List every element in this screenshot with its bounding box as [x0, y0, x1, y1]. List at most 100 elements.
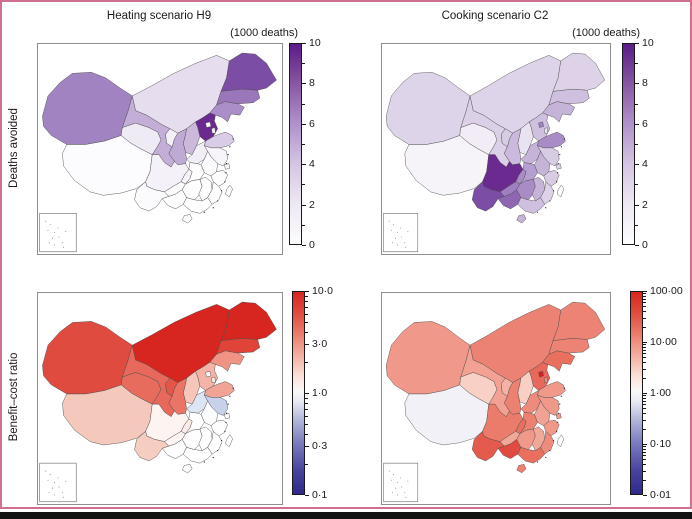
province-heilongjiang	[552, 52, 606, 92]
colorbar-major-tick	[635, 83, 639, 85]
province-hainan	[516, 214, 527, 224]
colorbar-minor-tick	[305, 295, 308, 297]
colorbar-gradient-deaths-cooking	[622, 43, 635, 245]
coast-islands-dot	[536, 461, 539, 463]
coast-islands-dot	[536, 211, 539, 213]
colorbar-major-tick	[643, 444, 647, 445]
coast-islands-dot	[545, 456, 547, 459]
colorbar-minor-tick	[643, 353, 646, 355]
province-fujian	[540, 181, 555, 205]
province-yunnan	[134, 181, 170, 212]
province-ningxia	[165, 377, 178, 397]
colorbar-major-tick	[635, 43, 639, 44]
colorbar-major-tick	[302, 164, 306, 166]
colorbar-minor-tick	[643, 344, 646, 346]
colorbar-minor-tick	[305, 321, 308, 323]
colorbar-major-tick	[302, 83, 306, 85]
coast-islands-dot	[556, 181, 558, 183]
coast-islands-dot	[549, 200, 551, 202]
colorbar-minor-tick	[643, 302, 646, 304]
coast-islands-dot	[552, 190, 555, 192]
colorbar-minor-tick	[305, 313, 308, 315]
province-heilongjiang	[552, 301, 606, 341]
colorbar-major-tick	[302, 43, 306, 44]
colorbar-major-tick	[635, 204, 639, 206]
province-ningxia	[165, 128, 178, 147]
coast-islands-dot	[229, 395, 231, 397]
colorbar-major-tick	[305, 291, 309, 292]
province-ningxia	[500, 128, 513, 147]
colorbar-gradient-bcr-heating	[292, 291, 305, 495]
colorbar-minor-tick	[643, 346, 646, 348]
province-yunnan	[471, 431, 505, 462]
colorbar-tick-label: 8	[309, 77, 315, 90]
colorbar-minor-tick	[643, 362, 646, 364]
china-map-svg-heating-benefit-cost-ratio	[39, 301, 277, 503]
row-label-benefit-cost-ratio: Benefit–cost ratio	[8, 352, 20, 442]
province-taiwan	[225, 184, 233, 198]
colorbar-minor-tick	[305, 433, 308, 435]
colorbar-tick-label: 0·3	[312, 440, 328, 453]
map-panel-cooking-bcr	[381, 292, 611, 505]
colorbar-major-tick	[302, 204, 306, 206]
province-guangdong	[517, 197, 545, 214]
colorbar-deaths-heating: 10 8 6 4 2 0	[289, 37, 349, 251]
colorbar-minor-tick	[643, 470, 646, 472]
coast-islands-dot	[225, 163, 228, 165]
colorbar-minor-tick	[643, 326, 646, 328]
province-taiwan	[556, 184, 565, 198]
colorbar-major-tick	[643, 342, 647, 343]
coast-islands-dot	[232, 138, 234, 140]
colorbar-tick-label: 10	[309, 37, 321, 49]
colorbar-minor-tick	[305, 397, 308, 399]
province-beijing	[205, 121, 212, 128]
colorbar-major-tick	[302, 123, 306, 125]
south-china-sea-inset	[383, 213, 419, 253]
coast-islands-dot	[225, 172, 227, 174]
colorbar-minor-tick	[643, 446, 646, 448]
colorbar-minor-tick	[635, 224, 638, 226]
bottom-black-bar	[0, 512, 692, 519]
colorbar-tick-label: 0·01	[650, 489, 672, 501]
coast-islands-dot	[229, 146, 231, 148]
colorbar-minor-tick	[643, 464, 646, 466]
south-china-sea-inset	[39, 213, 77, 253]
colorbar-major-tick	[305, 344, 309, 346]
province-shanghai	[555, 413, 562, 420]
colorbar-tick-label: 6	[642, 117, 648, 130]
colorbar-minor-tick	[305, 300, 308, 302]
coast-islands-dot	[220, 439, 223, 442]
map-panel-heating-deaths	[37, 43, 283, 255]
province-beijing	[538, 121, 544, 128]
coast-islands-dot	[563, 138, 565, 140]
coast-islands-dot	[559, 154, 561, 156]
province-ningxia	[500, 377, 513, 397]
colorbar-minor-tick	[643, 317, 646, 319]
province-taiwan	[225, 434, 233, 447]
china-map-svg-cooking-benefit-cost-ratio	[383, 301, 606, 503]
coast-islands-dot	[220, 190, 223, 192]
colorbar-tick-label: 1·0	[312, 387, 328, 399]
coast-islands-dot	[224, 181, 226, 183]
colorbar-minor-tick	[643, 408, 646, 410]
colorbar-deaths-cooking: 10 8 6 4 2 0	[622, 37, 682, 251]
colorbar-tick-label: 0·10	[650, 438, 672, 450]
colorbar-minor-tick	[643, 349, 646, 351]
coast-islands-dot	[560, 146, 562, 148]
colorbar-minor-tick	[643, 479, 646, 481]
coast-islands-dot	[560, 395, 562, 397]
colorbar-tick-label: 8	[642, 77, 648, 90]
province-hainan	[181, 214, 193, 224]
colorbar-minor-tick	[302, 63, 305, 65]
coast-islands-dot	[203, 211, 205, 213]
row-label-deaths-avoided: Deaths avoided	[8, 108, 20, 188]
colorbar-minor-tick	[302, 144, 305, 145]
province-xinjiang	[42, 72, 133, 145]
colorbar-unit-label-heating: (1000 deaths)	[230, 27, 298, 39]
colorbar-minor-tick	[302, 224, 305, 226]
coast-islands-dot	[563, 387, 565, 389]
province-heilongjiang	[220, 301, 277, 341]
coast-islands-dot	[227, 154, 229, 156]
colorbar-minor-tick	[635, 63, 638, 65]
